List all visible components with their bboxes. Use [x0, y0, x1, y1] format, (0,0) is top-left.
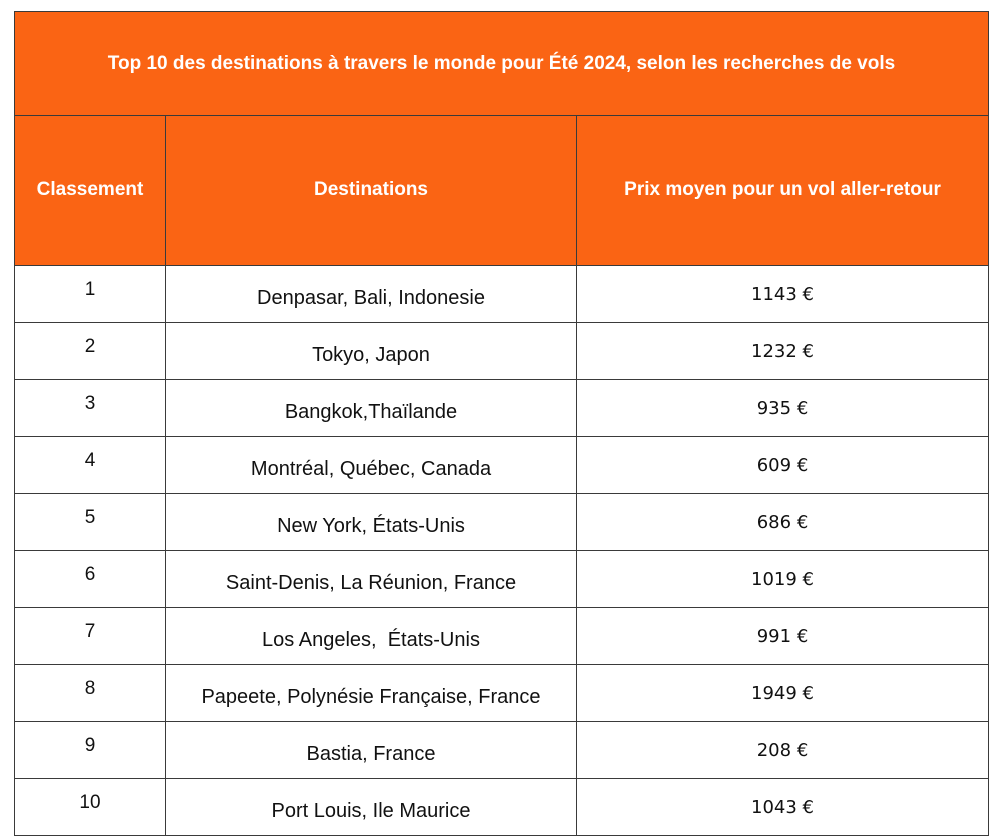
destination-cell: Tokyo, Japon — [165, 322, 577, 380]
table-row: 3 Bangkok,Thaïlande 935 € — [14, 379, 990, 437]
table-row: 10 Port Louis, Ile Maurice 1043 € — [14, 778, 990, 836]
table-row: 2 Tokyo, Japon 1232 € — [14, 322, 990, 380]
column-header-destination: Destinations — [165, 115, 577, 266]
destinations-table: Top 10 des destinations à travers le mon… — [13, 11, 990, 836]
price-cell: 208 € — [575, 721, 990, 779]
price-cell: 1949 € — [575, 664, 990, 722]
rank-cell: 4 — [14, 436, 166, 494]
destination-cell: Port Louis, Ile Maurice — [165, 778, 577, 836]
rank-cell: 2 — [14, 322, 166, 380]
table-row: 7 Los Angeles, États-Unis 991 € — [14, 607, 990, 665]
destination-cell: New York, États-Unis — [165, 493, 577, 551]
rank-cell: 8 — [14, 664, 166, 722]
table-body: 1 Denpasar, Bali, Indonesie 1143 € 2 Tok… — [14, 265, 990, 836]
column-header-price: Prix moyen pour un vol aller-retour — [575, 115, 990, 266]
price-cell: 935 € — [575, 379, 990, 437]
table-title-row: Top 10 des destinations à travers le mon… — [13, 11, 990, 116]
price-cell: 686 € — [575, 493, 990, 551]
destination-cell: Bastia, France — [165, 721, 577, 779]
rank-cell: 7 — [14, 607, 166, 665]
destination-cell: Denpasar, Bali, Indonesie — [165, 265, 577, 323]
table-title: Top 10 des destinations à travers le mon… — [13, 11, 990, 116]
table-header-row: Classement Destinations Prix moyen pour … — [14, 115, 990, 266]
destination-cell: Bangkok,Thaïlande — [165, 379, 577, 437]
destination-cell: Papeete, Polynésie Française, France — [165, 664, 577, 722]
table-row: 4 Montréal, Québec, Canada 609 € — [14, 436, 990, 494]
price-cell: 1043 € — [575, 778, 990, 836]
rank-cell: 3 — [14, 379, 166, 437]
price-cell: 609 € — [575, 436, 990, 494]
rank-cell: 1 — [14, 265, 166, 323]
rank-cell: 10 — [14, 778, 166, 836]
price-cell: 991 € — [575, 607, 990, 665]
column-header-rank: Classement — [14, 115, 166, 266]
destination-cell: Los Angeles, États-Unis — [165, 607, 577, 665]
price-cell: 1232 € — [575, 322, 990, 380]
price-cell: 1019 € — [575, 550, 990, 608]
rank-cell: 5 — [14, 493, 166, 551]
destination-cell: Saint-Denis, La Réunion, France — [165, 550, 577, 608]
rank-cell: 9 — [14, 721, 166, 779]
table-row: 6 Saint-Denis, La Réunion, France 1019 € — [14, 550, 990, 608]
destination-cell: Montréal, Québec, Canada — [165, 436, 577, 494]
table-row: 1 Denpasar, Bali, Indonesie 1143 € — [14, 265, 990, 323]
price-cell: 1143 € — [575, 265, 990, 323]
destinations-table-container: Top 10 des destinations à travers le mon… — [13, 11, 990, 836]
rank-cell: 6 — [14, 550, 166, 608]
table-row: 8 Papeete, Polynésie Française, France 1… — [14, 664, 990, 722]
table-row: 9 Bastia, France 208 € — [14, 721, 990, 779]
table-row: 5 New York, États-Unis 686 € — [14, 493, 990, 551]
